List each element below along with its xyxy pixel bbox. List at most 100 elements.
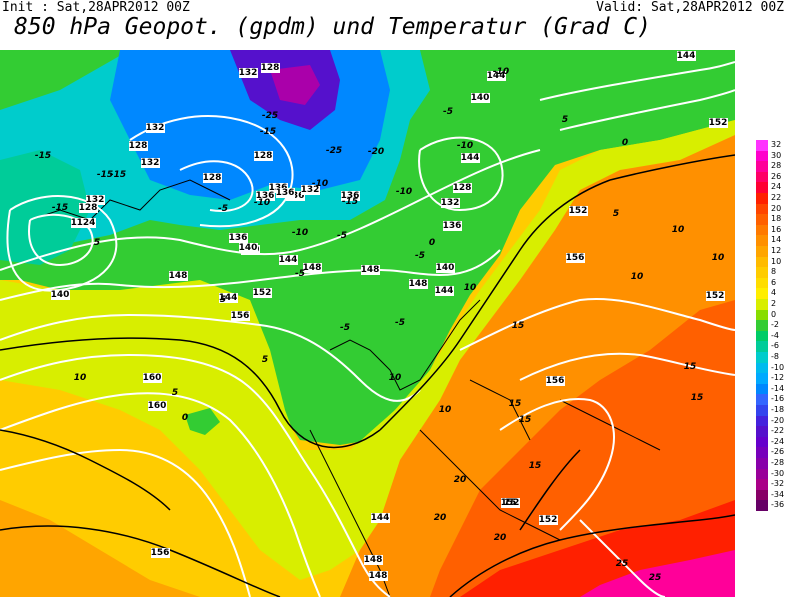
colorbar-label: -22 (771, 426, 785, 436)
geopotential-label: 128 (79, 203, 98, 213)
colorbar-label: -4 (771, 330, 779, 340)
geopotential-label-bg (239, 243, 258, 253)
temperature-label: 15 (509, 399, 522, 409)
temp-region-mild (0, 120, 735, 580)
colorbar-label: 2 (771, 299, 777, 308)
temperature-label: 15 (512, 321, 525, 331)
geopotential-label-bg (203, 173, 222, 183)
colorbar-swatch (756, 394, 768, 406)
colorbar-label: -20 (771, 415, 785, 425)
temperature-label: 25 (649, 573, 662, 583)
temp-region-hot (430, 300, 735, 597)
temp-region-core-cold (270, 65, 320, 105)
colorbar-swatch (756, 415, 768, 427)
colorbar-label: 8 (771, 267, 777, 277)
temperature-label: 5 (562, 115, 568, 125)
geopotential-label: 144 (461, 153, 480, 163)
geopotential-label-bg (239, 68, 258, 78)
temperature-label: 15 (529, 461, 542, 471)
colorbar-swatch (756, 299, 768, 311)
geopotential-label: 148 (364, 555, 383, 565)
geopotential-label: 160 (143, 373, 162, 383)
temperature-label: 10 (712, 253, 725, 263)
geopotential-label: 144 (279, 255, 298, 265)
colorbar-swatch (756, 383, 768, 395)
geopotential-label: 152 (539, 515, 558, 525)
geopotential-label-bg (501, 498, 520, 508)
temperature-label: -10 (254, 198, 270, 208)
init-time-label: Init : Sat,28APR2012 00Z (2, 0, 190, 15)
geopotential-label: 160 (148, 401, 167, 411)
temperature-label: 0 (429, 238, 435, 248)
temperature-label: 10 (74, 373, 87, 383)
geopotential-label-bg (301, 185, 320, 195)
temperature-label: 5 (94, 238, 100, 248)
geopotential-label-bg (148, 401, 167, 411)
geopotential-label-bg (371, 513, 390, 523)
geopotential-label: 140 (436, 263, 455, 273)
geopotential-label-bg (219, 293, 238, 303)
temperature-label: 0 (622, 138, 628, 148)
geopotential-label-bg (51, 290, 70, 300)
colorbar-label: -18 (771, 405, 785, 414)
colorbar-label: 30 (771, 150, 782, 160)
colorbar-swatch (756, 256, 768, 268)
temperature-label: 10 (389, 373, 402, 383)
geopotential-label-bg (436, 263, 455, 273)
geopotential-label-bg (286, 191, 305, 201)
geopotential-label: 156 (151, 548, 170, 558)
temperature-label: -15 (342, 197, 358, 207)
colorbar-swatch (756, 267, 768, 279)
colorbar-swatch (756, 352, 768, 364)
temperature-label: -25 (262, 111, 278, 121)
colorbar-swatch (756, 426, 768, 438)
geopotential-label: 152 (501, 498, 520, 508)
temperature-label: -15 (97, 170, 113, 180)
temperature-label: -20 (368, 147, 384, 157)
colorbar-swatch (756, 468, 768, 480)
geopotential-label: 152 (569, 206, 588, 216)
temperature-label: -15 (52, 203, 68, 213)
colorbar-label: 6 (771, 277, 777, 287)
geopotential-label-bg (546, 376, 565, 386)
temperature-label: -15 (260, 127, 276, 137)
colorbar-swatch (756, 489, 768, 501)
colorbar-swatch (756, 235, 768, 247)
colorbar-swatch (756, 140, 768, 152)
colorbar-swatch (756, 330, 768, 342)
geopotential-label-bg (86, 195, 105, 205)
geopotential-contours (0, 61, 735, 597)
colorbar-label: -10 (771, 362, 785, 372)
geopotential-label-bg (254, 151, 273, 161)
temperature-label: -15 (35, 151, 51, 161)
geopotential-label: 124 (77, 218, 96, 228)
geopotential-label: 148 (303, 263, 322, 273)
geopotential-label: 128 (261, 63, 280, 73)
colorbar-label: 32 (771, 140, 782, 149)
colorbar-label: -12 (771, 373, 785, 383)
temperature-label: -10 (493, 67, 509, 77)
colorbar-swatch (756, 458, 768, 470)
geopotential-label: 132 (441, 198, 460, 208)
temperature-label: 15 (691, 393, 704, 403)
colorbar-swatch (756, 203, 768, 215)
colorbar-label: 22 (771, 193, 782, 202)
colorbar-label: 4 (771, 288, 777, 298)
temperature-label: -5 (337, 231, 347, 241)
geopotential-label-bg (256, 191, 275, 201)
temperature-label: 15 (684, 362, 697, 372)
temperature-label: 10 (464, 283, 477, 293)
geopotential-label-bg (409, 279, 428, 289)
label-layer: 1321321281361281241281361321361401441481… (35, 51, 728, 583)
geopotential-label: 132 (239, 68, 258, 78)
geopotential-label: 148 (369, 571, 388, 581)
temperature-label: -5 (295, 269, 305, 279)
colorbar-swatch (756, 447, 768, 459)
temperature-label: -5 (443, 107, 453, 117)
geopotential-label-bg (143, 373, 162, 383)
colorbar-label: -24 (771, 436, 785, 446)
geopotential-label: 156 (546, 376, 565, 386)
geopotential-label-bg (461, 153, 480, 163)
colorbar-swatch (756, 214, 768, 226)
temperature-label: -10 (457, 141, 473, 151)
